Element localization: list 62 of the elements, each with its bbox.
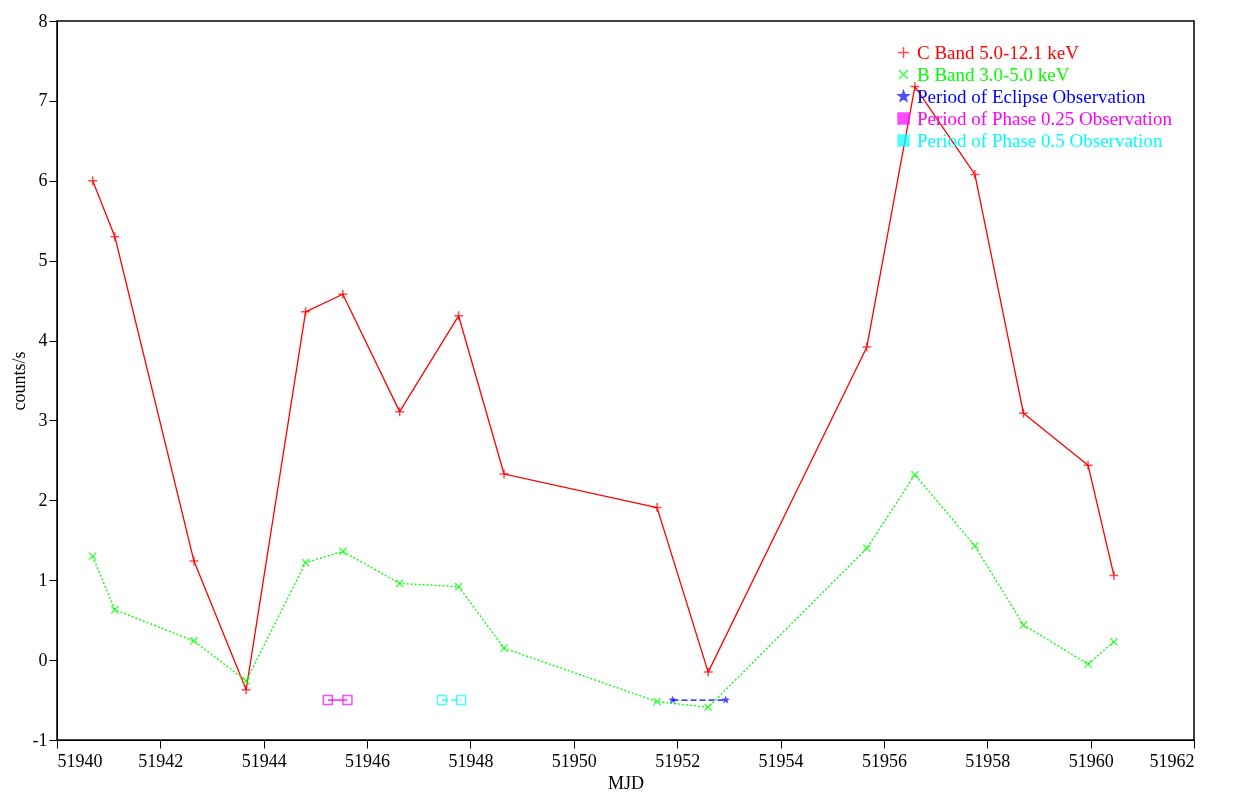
- point: [189, 636, 199, 646]
- point: [498, 468, 510, 480]
- y-tick-label: 1: [38, 569, 48, 590]
- point: [703, 702, 713, 712]
- point: [862, 543, 872, 553]
- point: [109, 231, 121, 242]
- x-tick-label: 51940: [57, 750, 103, 771]
- point: [240, 684, 252, 695]
- point: [668, 695, 677, 704]
- point: [88, 551, 97, 561]
- y-tick-label: 5: [38, 250, 48, 271]
- y-tick-label: 7: [38, 90, 48, 111]
- x-tick-label: 51958: [965, 750, 1011, 771]
- x-tick-label: 51960: [1068, 750, 1114, 771]
- point: [969, 169, 981, 180]
- x-tick-label: 51946: [345, 750, 391, 771]
- y-tick-label: 8: [38, 10, 48, 31]
- point: [322, 694, 334, 706]
- point: [909, 81, 921, 92]
- point: [1019, 620, 1028, 630]
- point: [338, 547, 348, 556]
- y-axis-title: counts/s: [8, 351, 29, 411]
- point: [454, 582, 463, 591]
- point: [652, 697, 662, 706]
- y-tick-label: -1: [32, 729, 48, 750]
- point: [1108, 570, 1120, 581]
- point: [241, 676, 251, 686]
- point: [970, 541, 980, 551]
- legend-label: C Band 5.0-12.1 keV: [917, 41, 1080, 63]
- x-tick-label: 51942: [138, 750, 184, 771]
- y-tick-label: 2: [38, 489, 48, 510]
- point: [910, 470, 920, 480]
- point: [395, 579, 404, 588]
- point: [455, 694, 467, 706]
- x-axis-title: MJD: [607, 772, 645, 793]
- point: [300, 306, 311, 318]
- y-tick-label: 4: [38, 330, 48, 351]
- x-tick-label: 51956: [861, 750, 907, 771]
- point: [453, 310, 464, 322]
- point: [342, 694, 353, 706]
- y-tick-label: 3: [38, 409, 48, 430]
- point: [188, 555, 200, 567]
- point: [1082, 459, 1094, 471]
- x-tick-label: 51950: [551, 750, 597, 771]
- x-tick-label: 51954: [758, 750, 804, 771]
- point: [499, 643, 509, 653]
- x-tick-label: 51962: [1149, 750, 1195, 771]
- point: [1109, 637, 1119, 647]
- point: [1083, 659, 1093, 669]
- x-tick-label: 51952: [655, 750, 701, 771]
- point: [301, 558, 310, 567]
- point: [861, 341, 873, 353]
- y-tick-label: 6: [38, 170, 48, 191]
- legend-label: B Band 3.0-5.0 keV: [917, 63, 1070, 85]
- y-tick-label: 0: [38, 649, 48, 670]
- point: [436, 694, 448, 706]
- x-tick-label: 51948: [448, 750, 494, 771]
- x-tick-label: 51944: [241, 750, 287, 771]
- point: [110, 605, 120, 615]
- point: [702, 666, 714, 678]
- point: [337, 289, 349, 300]
- point: [87, 175, 98, 186]
